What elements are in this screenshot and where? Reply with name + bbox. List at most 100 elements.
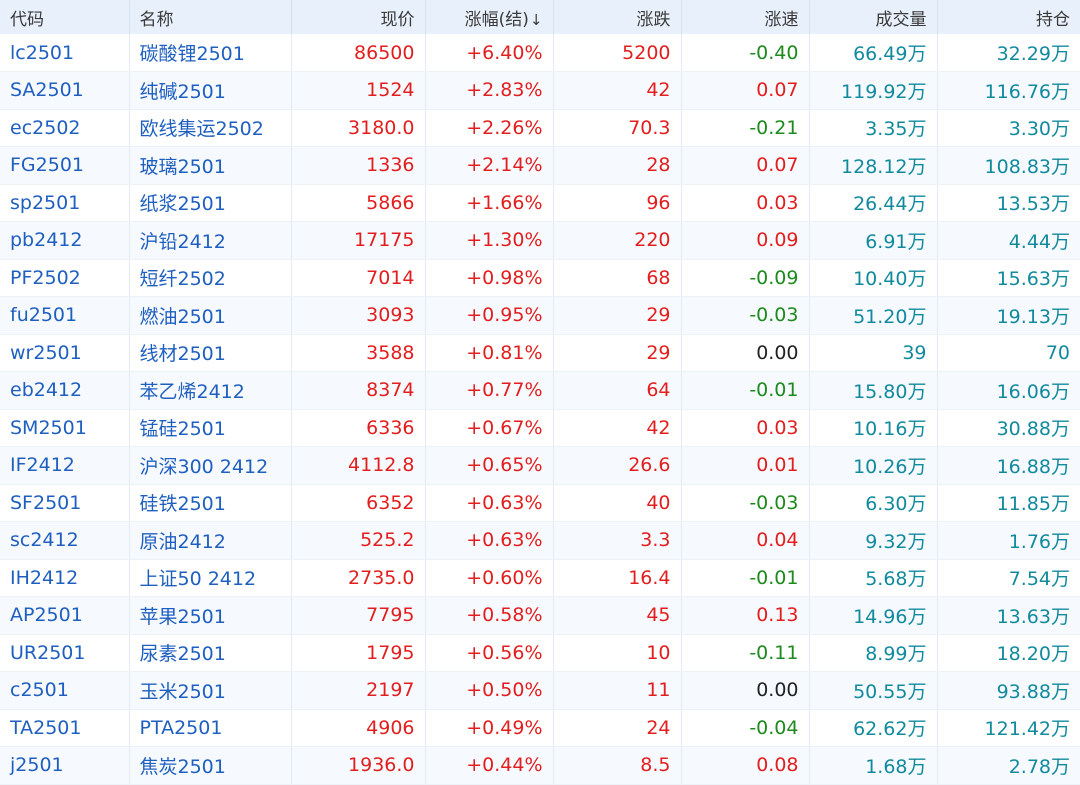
cell-change: 8.5 (553, 746, 682, 785)
table-row[interactable]: j2501 焦炭2501 1936.0 +0.44% 8.5 0.08 1.68万 2.78万 (0, 746, 1080, 785)
cell-open-interest: 3.30万 (937, 109, 1080, 147)
cell-speed: 0.09 (681, 221, 810, 260)
cell-speed: 0.08 (681, 746, 810, 785)
cell-name: 线材2501 (129, 334, 292, 372)
cell-volume: 15.80万 (809, 371, 938, 410)
cell-open-interest: 70 (937, 334, 1080, 372)
table-header: 代码 名称 现价 涨幅(结)↓ 涨跌 涨速 成交量 持仓 (0, 0, 1080, 34)
cell-volume: 10.40万 (809, 259, 938, 297)
cell-speed: 0.01 (681, 446, 810, 485)
cell-name: 欧线集运2502 (129, 109, 292, 147)
column-header-name[interactable]: 名称 (129, 0, 292, 34)
table-row[interactable]: lc2501 碳酸锂2501 86500 +6.40% 5200 -0.40 66.49万 3… (0, 34, 1080, 72)
table-row[interactable]: TA2501 PTA2501 4906 +0.49% 24 -0.04 62.62万 121.… (0, 709, 1080, 747)
cell-pct-change: +0.63% (425, 484, 554, 522)
cell-change: 64 (553, 371, 682, 410)
column-header-change[interactable]: 涨跌 (553, 0, 682, 34)
cell-price: 3093 (291, 296, 426, 335)
cell-speed: -0.04 (681, 709, 810, 747)
table-row[interactable]: PF2502 短纤2502 7014 +0.98% 68 -0.09 10.40万 15.63… (0, 259, 1080, 297)
cell-price: 5866 (291, 184, 426, 222)
column-header-price[interactable]: 现价 (291, 0, 426, 34)
cell-speed: -0.03 (681, 484, 810, 522)
cell-pct-change: +2.83% (425, 71, 554, 110)
table-row[interactable]: SF2501 硅铁2501 6352 +0.63% 40 -0.03 6.30万 11.85万 (0, 484, 1080, 522)
cell-name: 尿素2501 (129, 634, 292, 672)
table-row[interactable]: SA2501 纯碱2501 1524 +2.83% 42 0.07 119.92万 116.7… (0, 71, 1080, 110)
table-row[interactable]: pb2412 沪铅2412 17175 +1.30% 220 0.09 6.91万 4.44万 (0, 221, 1080, 260)
header-row: 代码 名称 现价 涨幅(结)↓ 涨跌 涨速 成交量 持仓 (0, 0, 1080, 34)
column-header-pct-change[interactable]: 涨幅(结)↓ (425, 0, 554, 34)
cell-price: 1336 (291, 146, 426, 185)
cell-code: wr2501 (0, 334, 130, 372)
cell-volume: 66.49万 (809, 34, 938, 72)
cell-code: ec2502 (0, 109, 130, 147)
cell-pct-change: +0.58% (425, 596, 554, 635)
cell-name: 上证50 2412 (129, 559, 292, 597)
cell-pct-change: +0.56% (425, 634, 554, 672)
cell-code: eb2412 (0, 371, 130, 410)
cell-open-interest: 108.83万 (937, 146, 1080, 185)
cell-code: SA2501 (0, 71, 130, 110)
cell-price: 17175 (291, 221, 426, 260)
cell-pct-change: +1.30% (425, 221, 554, 260)
cell-volume: 10.26万 (809, 446, 938, 485)
column-header-speed[interactable]: 涨速 (681, 0, 810, 34)
table-row[interactable]: UR2501 尿素2501 1795 +0.56% 10 -0.11 8.99万 18.20万 (0, 634, 1080, 672)
cell-pct-change: +0.63% (425, 521, 554, 560)
cell-volume: 1.68万 (809, 746, 938, 785)
cell-volume: 3.35万 (809, 109, 938, 147)
table-row[interactable]: wr2501 线材2501 3588 +0.81% 29 0.00 39 70 (0, 334, 1080, 372)
table-row[interactable]: SM2501 锰硅2501 6336 +0.67% 42 0.03 10.16万 30.88万 (0, 409, 1080, 447)
cell-name: 短纤2502 (129, 259, 292, 297)
cell-open-interest: 7.54万 (937, 559, 1080, 597)
table-row[interactable]: fu2501 燃油2501 3093 +0.95% 29 -0.03 51.20万 19.13… (0, 296, 1080, 335)
table-row[interactable]: ec2502 欧线集运2502 3180.0 +2.26% 70.3 -0.21 3.35万… (0, 109, 1080, 147)
cell-name: 原油2412 (129, 521, 292, 560)
cell-name: 苯乙烯2412 (129, 371, 292, 410)
table-row[interactable]: AP2501 苹果2501 7795 +0.58% 45 0.13 14.96万 13.63万 (0, 596, 1080, 635)
cell-change: 28 (553, 146, 682, 185)
column-header-code[interactable]: 代码 (0, 0, 130, 34)
cell-change: 40 (553, 484, 682, 522)
cell-change: 42 (553, 409, 682, 447)
cell-speed: 0.04 (681, 521, 810, 560)
cell-volume: 39 (809, 334, 938, 372)
cell-change: 70.3 (553, 109, 682, 147)
table-row[interactable]: IH2412 上证50 2412 2735.0 +0.60% 16.4 -0.01 5.68… (0, 559, 1080, 597)
table-row[interactable]: c2501 玉米2501 2197 +0.50% 11 0.00 50.55万 93.88万 (0, 671, 1080, 710)
column-header-open-interest[interactable]: 持仓 (1036, 9, 1070, 30)
cell-name: 苹果2501 (129, 596, 292, 635)
cell-speed: -0.11 (681, 634, 810, 672)
cell-pct-change: +0.81% (425, 334, 554, 372)
cell-name: 焦炭2501 (129, 746, 292, 785)
cell-price: 1795 (291, 634, 426, 672)
cell-volume: 6.91万 (809, 221, 938, 260)
cell-code: j2501 (0, 746, 130, 785)
cell-open-interest: 13.53万 (937, 184, 1080, 222)
cell-code: TA2501 (0, 709, 130, 747)
cell-price: 2197 (291, 671, 426, 710)
table-row[interactable]: FG2501 玻璃2501 1336 +2.14% 28 0.07 128.12万 108.8… (0, 146, 1080, 185)
sort-descending-icon: ↓ (529, 10, 543, 29)
cell-open-interest: 116.76万 (937, 71, 1080, 110)
cell-open-interest: 4.44万 (937, 221, 1080, 260)
cell-pct-change: +0.65% (425, 446, 554, 485)
column-header-volume[interactable]: 成交量 (809, 0, 938, 34)
table-row[interactable]: eb2412 苯乙烯2412 8374 +0.77% 64 -0.01 15.80万 16.0… (0, 371, 1080, 410)
cell-pct-change: +0.67% (425, 409, 554, 447)
cell-code: sc2412 (0, 521, 130, 560)
table-row[interactable]: sp2501 纸浆2501 5866 +1.66% 96 0.03 26.44万 13.53万 (0, 184, 1080, 222)
table-row[interactable]: sc2412 原油2412 525.2 +0.63% 3.3 0.04 9.32万 1.76万 (0, 521, 1080, 560)
cell-price: 86500 (291, 34, 426, 72)
cell-speed: 0.00 (681, 334, 810, 372)
cell-name: 玻璃2501 (129, 146, 292, 185)
cell-speed: -0.21 (681, 109, 810, 147)
cell-price: 8374 (291, 371, 426, 410)
cell-name: 碳酸锂2501 (129, 34, 292, 72)
table-row[interactable]: IF2412 沪深300 2412 4112.8 +0.65% 26.6 0.01 10.2… (0, 446, 1080, 485)
cell-code: AP2501 (0, 596, 130, 635)
cell-open-interest: 32.29万 (937, 34, 1080, 72)
cell-open-interest: 1.76万 (937, 521, 1080, 560)
